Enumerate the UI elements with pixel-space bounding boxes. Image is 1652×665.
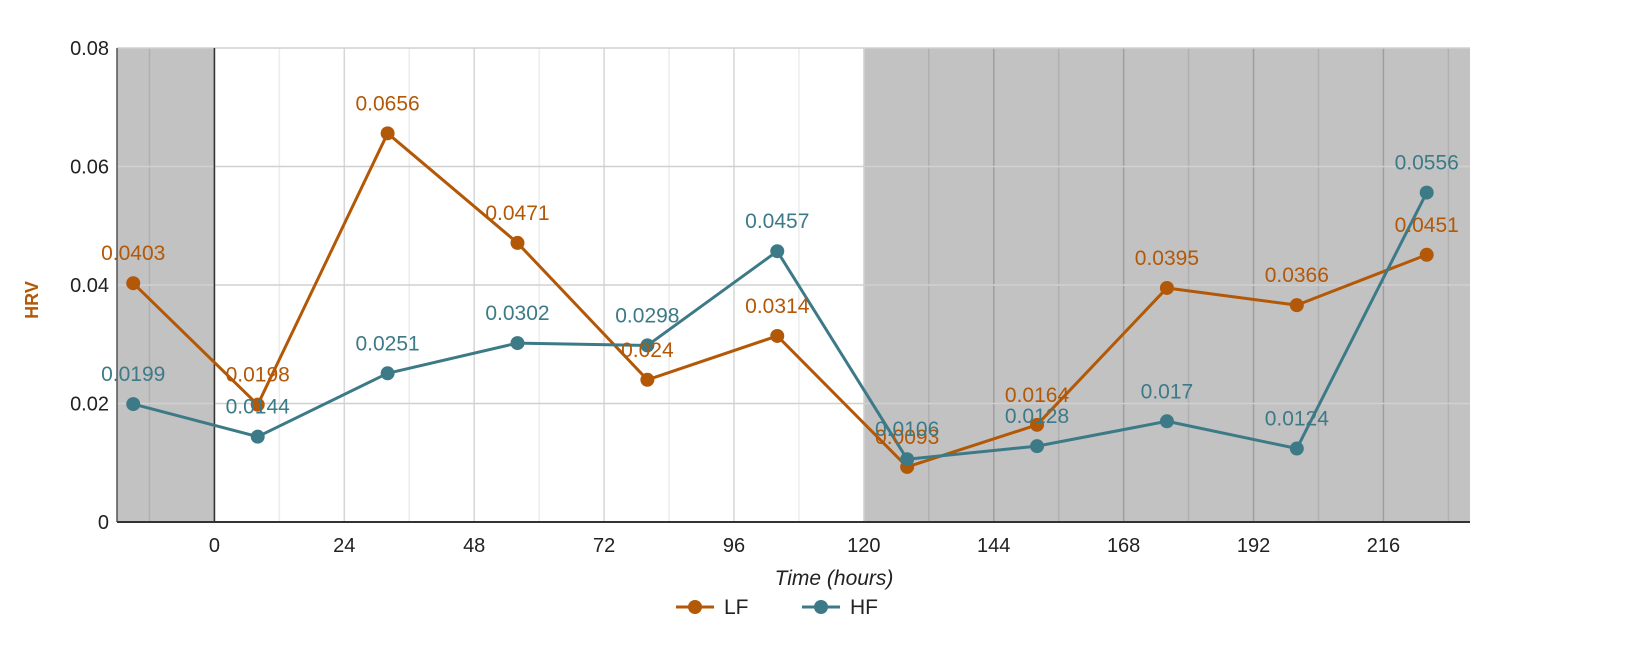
- data-label-hf: 0.017: [1141, 380, 1194, 403]
- y-tick-label: 0.04: [70, 275, 109, 297]
- legend: LF HF: [676, 596, 878, 619]
- legend-label-hf: HF: [850, 596, 878, 619]
- data-label-lf: 0.0656: [355, 92, 419, 115]
- x-tick-label: 24: [333, 535, 355, 557]
- data-label-lf: 0.0093: [875, 426, 939, 449]
- axes: 0 0.02 0.04 0.06 0.08 0 24 48 72 96 120 144 168 192 21…: [70, 38, 1470, 557]
- data-label-hf: 0.0298: [615, 304, 679, 327]
- data-label-lf: 0.0164: [1005, 384, 1070, 407]
- x-tick-label: 192: [1237, 535, 1270, 557]
- data-point-lf: [1289, 298, 1304, 313]
- data-label-lf: 0.0395: [1135, 247, 1199, 270]
- data-point-hf: [1159, 414, 1174, 429]
- data-point-lf: [770, 328, 785, 343]
- x-tick-label: 168: [1107, 535, 1140, 557]
- data-label-lf: 0.0403: [101, 242, 165, 265]
- series-lines: [126, 126, 1434, 474]
- data-label-hf: 0.0251: [355, 332, 419, 355]
- data-label-lf: 0.0366: [1265, 264, 1329, 287]
- data-point-hf: [1419, 185, 1434, 200]
- data-point-hf: [126, 397, 141, 412]
- x-tick-label: 48: [463, 535, 485, 557]
- data-labels: 0.0403 0.0198 0.0656 0.0471 0.024 0.0314 0.009…: [101, 92, 1459, 449]
- data-point-hf: [1289, 441, 1304, 456]
- data-label-hf: 0.0457: [745, 210, 809, 233]
- legend-marker-lf: [688, 600, 702, 614]
- data-point-hf: [900, 452, 915, 467]
- data-point-hf: [1030, 439, 1045, 454]
- x-tick-label: 216: [1367, 535, 1400, 557]
- y-axis-title: HRV: [22, 281, 42, 319]
- data-point-lf: [1419, 247, 1434, 262]
- data-label-lf: 0.0198: [226, 364, 290, 387]
- y-tick-label: 0: [98, 512, 109, 534]
- data-point-lf: [380, 126, 395, 141]
- data-point-hf: [380, 366, 395, 381]
- x-tick-label: 72: [593, 535, 615, 557]
- data-label-hf: 0.0556: [1395, 152, 1459, 175]
- data-label-lf: 0.0471: [485, 202, 549, 225]
- data-point-lf: [1159, 280, 1174, 295]
- data-point-lf: [1030, 417, 1045, 432]
- data-point-lf: [250, 397, 265, 412]
- x-axis-title: Time (hours): [775, 567, 894, 590]
- x-tick-label: 120: [847, 535, 880, 557]
- legend-label-lf: LF: [724, 596, 749, 619]
- data-label-hf: 0.0128: [1005, 405, 1069, 428]
- data-label-lf: 0.024: [621, 339, 674, 362]
- x-tick-label: 0: [209, 535, 220, 557]
- data-point-lf: [640, 372, 655, 387]
- data-label-lf: 0.0451: [1395, 214, 1459, 237]
- data-point-hf: [770, 244, 785, 259]
- data-label-hf: 0.0124: [1265, 408, 1330, 431]
- data-label-lf: 0.0314: [745, 295, 810, 318]
- data-label-hf: 0.0199: [101, 363, 165, 386]
- x-tick-label: 144: [977, 535, 1010, 557]
- data-point-hf: [250, 429, 265, 444]
- data-point-hf: [510, 336, 525, 351]
- data-point-hf: [640, 338, 655, 353]
- data-point-lf: [510, 235, 525, 250]
- data-point-lf: [126, 276, 141, 291]
- y-tick-label: 0.06: [70, 157, 109, 179]
- legend-marker-hf: [814, 600, 828, 614]
- y-tick-label: 0.02: [70, 394, 109, 416]
- data-label-hf: 0.0144: [226, 396, 291, 419]
- x-tick-label: 96: [723, 535, 745, 557]
- data-label-hf: 0.0302: [485, 302, 549, 325]
- data-label-hf: 0.0106: [875, 418, 939, 441]
- y-tick-label: 0.08: [70, 38, 109, 60]
